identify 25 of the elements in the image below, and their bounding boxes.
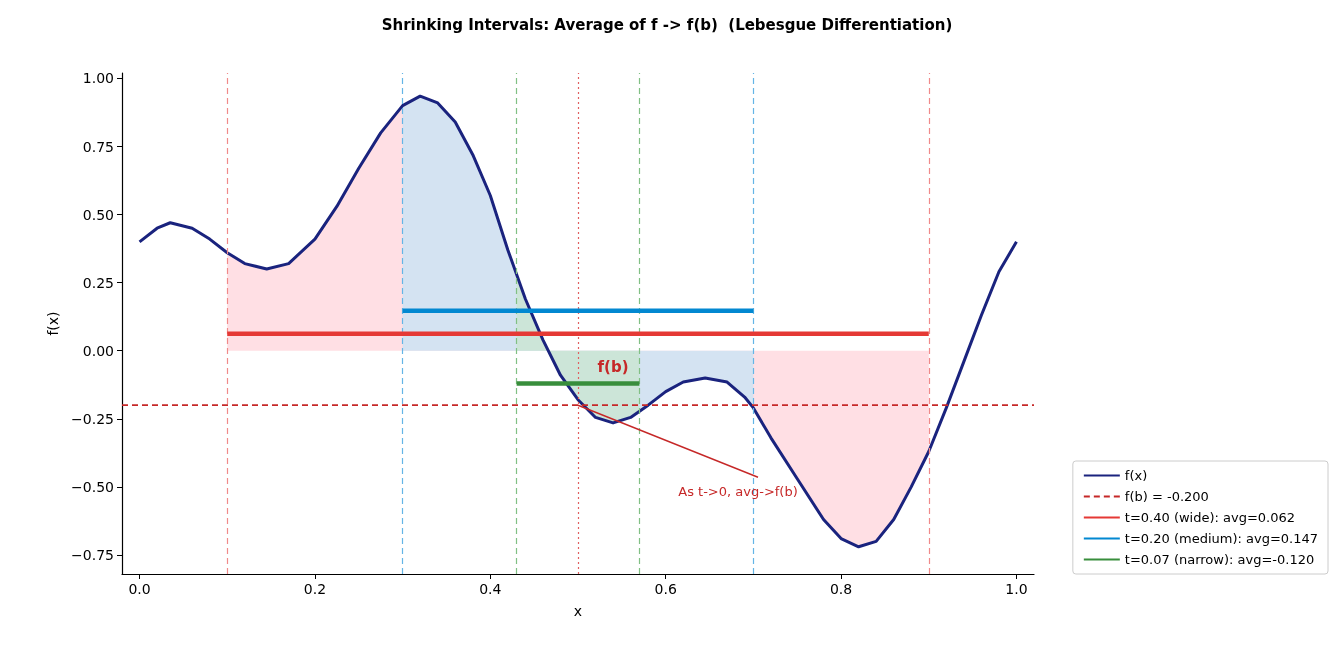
y-tick-label: 0.25 (82, 274, 114, 291)
legend-label: t=0.07 (narrow): avg=-0.120 (1124, 552, 1315, 567)
x-tick-label: 0.8 (829, 581, 853, 597)
y-tick-label: 0.75 (82, 138, 114, 155)
x-tick-label: 1.0 (1005, 581, 1028, 597)
y-tick-label: −0.25 (71, 410, 114, 427)
x-axis-title: x (573, 603, 583, 619)
annotation: As t->0, avg->f(b) (678, 483, 798, 499)
legend-label: t=0.20 (medium): avg=0.147 (1124, 531, 1318, 546)
line-series (138, 94, 1018, 549)
annotation: f(b) (597, 358, 629, 377)
x-tick-label: 0.6 (654, 581, 677, 597)
y-tick-label: 0.00 (82, 342, 114, 359)
x-tick-label: 0.2 (303, 581, 327, 597)
y-tick-label: 0.50 (82, 206, 114, 223)
y-tick-label: −0.75 (71, 546, 114, 563)
y-tick-label: 1.00 (82, 70, 114, 87)
y-tick-label: −0.50 (71, 478, 114, 495)
x-tick-label: 0.4 (479, 581, 502, 597)
y-axis-title: f(x) (45, 311, 61, 336)
chart-title: Shrinking Intervals: Average of f -> f(b) (Lebesgue Differentiation) (381, 15, 953, 34)
legend-label: f(b) = -0.200 (1124, 489, 1209, 504)
legend-label: f(x) (1124, 468, 1148, 483)
legend-label: t=0.40 (wide): avg=0.062 (1124, 510, 1296, 525)
x-tick-label: 0.0 (128, 581, 151, 597)
